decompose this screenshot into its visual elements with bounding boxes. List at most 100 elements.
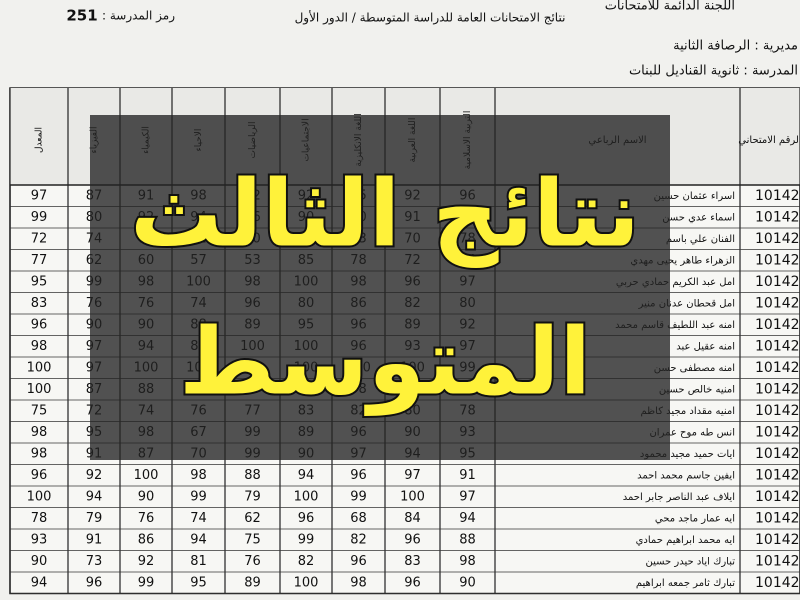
score: 90 <box>31 554 48 569</box>
student-name: تبارك اياد حيدر حسين <box>645 556 735 567</box>
score: 95 <box>190 575 207 590</box>
score: 94 <box>190 532 207 547</box>
score: 79 <box>86 511 103 526</box>
exam-number: 101422 <box>755 360 800 376</box>
exam-number: 101422 <box>755 489 800 505</box>
student-name: ايفين جاسم محمد احمد <box>637 470 735 481</box>
score: 96 <box>404 575 421 590</box>
score: 92 <box>138 554 155 569</box>
score: 76 <box>138 511 155 526</box>
score: 91 <box>459 468 476 483</box>
student-name: تبارك ثامر جمعه ابراهيم <box>636 578 735 589</box>
overlay-title: المتوسط <box>179 308 591 416</box>
student-name: امنه عقيل عبد <box>676 341 735 352</box>
score: 75 <box>244 532 261 547</box>
committee: اللجنة الدائمة للامتحانات <box>605 0 735 14</box>
score: 98 <box>31 339 48 354</box>
score: 62 <box>244 511 261 526</box>
score: 83 <box>31 296 48 311</box>
school: المدرسة : ثانوية القناديل للبنات <box>629 64 798 79</box>
score: 97 <box>459 489 476 504</box>
score: 98 <box>459 554 476 569</box>
student-name: الفنان علي باسم <box>666 234 735 245</box>
score: 98 <box>190 468 207 483</box>
exam-number: 101422 <box>755 209 800 225</box>
school-code: 251 <box>66 7 97 25</box>
score: 99 <box>31 210 48 225</box>
score: 100 <box>27 489 52 504</box>
score: 68 <box>350 511 367 526</box>
title: نتائج الامتحانات العامة للدراسة المتوسطة… <box>295 10 566 26</box>
exam-number: 101422 <box>755 403 800 419</box>
score: 100 <box>400 489 425 504</box>
score: 92 <box>86 468 103 483</box>
score: 97 <box>404 468 421 483</box>
score: 73 <box>86 554 103 569</box>
score: 100 <box>27 360 52 375</box>
exam-number: 101422 <box>755 381 800 397</box>
score: 98 <box>31 446 48 461</box>
score: 86 <box>138 532 155 547</box>
score: 99 <box>298 532 315 547</box>
student-name: ايلاف عبد الناصر جابر احمد <box>623 492 735 503</box>
student-name: امل عبد الكريم حمادي حربي <box>616 277 735 288</box>
student-name: امنيه مقداد مجيد كاظم <box>641 406 735 417</box>
score: 79 <box>244 489 261 504</box>
student-name: امنه مصطفى حسن <box>654 363 735 374</box>
exam-number: 101422 <box>755 467 800 483</box>
overlay-box <box>90 115 670 460</box>
student-name: اسراء عثمان حسين <box>654 191 735 202</box>
score: 94 <box>459 511 476 526</box>
exam-number: 101422 <box>755 231 800 247</box>
score: 91 <box>86 532 103 547</box>
score: 83 <box>404 554 421 569</box>
score: 96 <box>404 532 421 547</box>
score: 72 <box>31 231 48 246</box>
score: 90 <box>459 575 476 590</box>
score: 93 <box>31 532 48 547</box>
score: 88 <box>244 468 261 483</box>
score: 89 <box>244 575 261 590</box>
column-header: المعدل <box>35 127 45 153</box>
score: 95 <box>31 274 48 289</box>
score: 94 <box>86 489 103 504</box>
student-name: امل قحطان عدنان منير <box>638 298 735 309</box>
student-name: انس طه موح عمران <box>649 427 735 438</box>
exam-number: 101422 <box>755 424 800 440</box>
student-name: امنه عبد اللطيف قاسم محمد <box>615 320 735 331</box>
score: 90 <box>138 489 155 504</box>
student-name: اسماء عدي حسن <box>662 212 735 223</box>
score: 76 <box>244 554 261 569</box>
score: 75 <box>31 403 48 418</box>
score: 98 <box>31 425 48 440</box>
score: 96 <box>350 554 367 569</box>
score: 96 <box>86 575 103 590</box>
student-name: ايات حميد مجيد محمود <box>640 449 735 460</box>
score: 96 <box>31 317 48 332</box>
exam-number: 101422 <box>755 553 800 569</box>
column-header: الرقم الامتحاني <box>738 135 800 146</box>
score: 94 <box>31 575 48 590</box>
score: 94 <box>298 468 315 483</box>
exam-number: 101422 <box>755 252 800 268</box>
score: 74 <box>190 511 207 526</box>
exam-number: 101422 <box>755 446 800 462</box>
overlay-title: نتائج الثالث <box>130 160 640 268</box>
score: 96 <box>350 468 367 483</box>
exam-number: 101422 <box>755 295 800 311</box>
score: 100 <box>27 382 52 397</box>
student-name: ايه عمار ماجد محي <box>655 513 735 524</box>
score: 81 <box>190 554 207 569</box>
exam-number: 101422 <box>755 510 800 526</box>
exam-number: 101422 <box>755 188 800 204</box>
exam-number: 101422 <box>755 274 800 290</box>
score: 96 <box>31 468 48 483</box>
score: 77 <box>31 253 48 268</box>
exam-number: 101422 <box>755 338 800 354</box>
student-name: امنيه خالص حسين <box>659 384 735 395</box>
score: 78 <box>31 511 48 526</box>
score: 99 <box>350 489 367 504</box>
score: 99 <box>138 575 155 590</box>
